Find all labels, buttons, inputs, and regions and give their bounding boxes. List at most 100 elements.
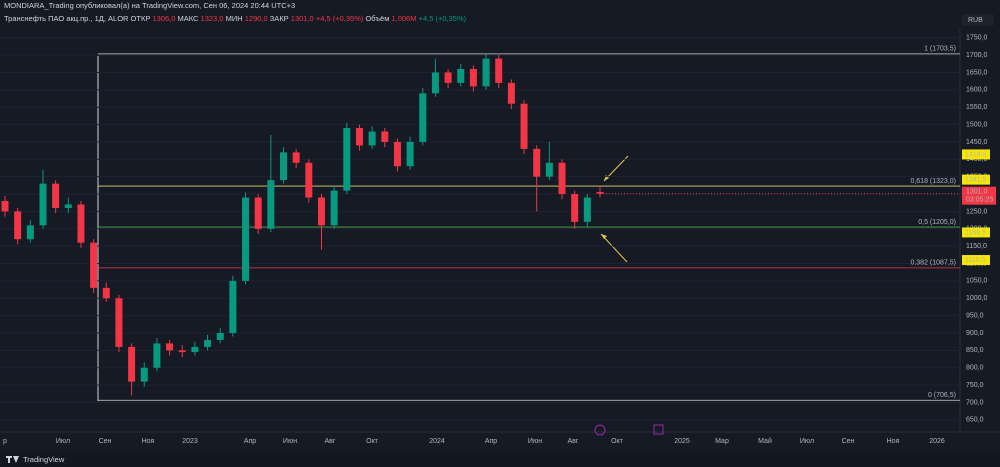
candle-body [558, 162, 566, 195]
footer [0, 452, 1000, 467]
candle-body [153, 343, 161, 368]
candle-body [444, 72, 452, 83]
y-tick-label: 650,0 [966, 417, 984, 424]
volume: 1,006M [391, 14, 416, 23]
candle-body [482, 58, 490, 87]
candle-body [140, 367, 148, 382]
ohlc-value: 1323,0 [201, 14, 224, 23]
x-tick-label: Авг [568, 438, 579, 445]
y-tick-label: 1750,0 [966, 35, 988, 42]
candle-body [406, 141, 414, 167]
candle-body [495, 58, 503, 83]
candle-body [596, 191, 604, 194]
currency: RUB [968, 17, 983, 24]
candle-body [317, 197, 325, 226]
ohlc-value: 1290,0 [245, 14, 268, 23]
earnings-icon[interactable] [653, 424, 664, 435]
x-tick-label: Мар [715, 438, 729, 445]
x-tick-label: Июн [283, 438, 297, 445]
y-tick-label: 900,0 [966, 330, 984, 337]
candle-body [204, 339, 212, 347]
price-mark-label: 1189,5 [965, 229, 986, 236]
price-mark-box [962, 227, 990, 238]
x-tick-label: Сен [99, 438, 112, 445]
candle-body [533, 148, 541, 177]
price-mark-label: 1110,0 [965, 257, 985, 264]
fib-label: 1 (1703,5) [924, 46, 956, 53]
candle-body [507, 82, 515, 104]
brand: TradingView [23, 455, 65, 464]
candle-body [280, 152, 288, 181]
x-tick-label: р [3, 438, 7, 445]
countdown: 03:05:25 [966, 197, 993, 204]
arrow [600, 233, 628, 263]
ohlc-value: 1306,0 [152, 14, 175, 23]
volume-name: Объём [365, 14, 389, 23]
candle-body [26, 225, 34, 240]
price-mark-label: 1341,5 [965, 176, 987, 183]
fib-label: 0 (706,5) [928, 392, 956, 399]
candle-body [393, 141, 401, 167]
x-tick-label: Июн [528, 438, 542, 445]
candle-body [419, 93, 427, 142]
x-tick-label: Окт [611, 438, 624, 445]
candle-body [77, 204, 85, 243]
ohlc-name: ЗАКР [270, 14, 289, 23]
author-line: MONDIARA_Trading опубликовал(а) на Tradi… [4, 1, 295, 10]
candle-body [52, 183, 60, 208]
logo [6, 456, 19, 463]
volume-change: +4,5 (+0,35%) [419, 14, 467, 23]
y-tick-label: 950,0 [966, 312, 984, 319]
ohlc-value: +4,5 (+0,35%) [316, 14, 364, 23]
price-mark-label: 1414,0 [965, 151, 987, 158]
y-tick-label: 750,0 [966, 382, 984, 389]
y-tick-label: 1050,0 [966, 278, 988, 285]
candle-body [64, 204, 72, 208]
candle-body [355, 128, 363, 146]
candle-body [381, 131, 389, 142]
event-icon[interactable] [594, 424, 606, 436]
x-tick-label: Май [758, 437, 772, 445]
y-tick-label: 1650,0 [966, 69, 988, 76]
x-tick-label: 2023 [182, 438, 198, 445]
candle-body [1, 200, 9, 212]
x-tick-label: 2025 [674, 438, 690, 445]
candle-body [39, 183, 47, 226]
symbol: Транснефть ПАО акц.пр., 1Д, ALOR [4, 14, 129, 23]
candle-body [343, 128, 351, 191]
x-tick-label: Авг [325, 438, 336, 445]
y-tick-label: 1400,0 [966, 156, 988, 163]
y-tick-label: 700,0 [966, 399, 984, 406]
ohlc-name: ОТКР [131, 14, 151, 23]
candle-body [90, 242, 98, 288]
candle-body [166, 343, 174, 351]
candle-body [368, 131, 376, 146]
x-tick-label: Ноя [142, 438, 155, 445]
x-tick-label: Окт [366, 438, 379, 445]
candle-body [178, 350, 186, 353]
candle-body [545, 162, 553, 177]
x-tick-label: Ноя [887, 438, 900, 445]
arrow-head [604, 175, 609, 181]
candle-body [128, 346, 136, 382]
currency-box [962, 14, 994, 26]
ohlc-name: МАКС [177, 14, 199, 23]
candle-body [267, 180, 275, 229]
candle-body [242, 197, 250, 281]
candle-body [102, 287, 110, 299]
price-mark-box [962, 149, 990, 160]
y-tick-label: 1250,0 [966, 208, 988, 215]
y-tick-label: 1450,0 [966, 139, 988, 146]
x-tick-label: 2024 [429, 438, 445, 445]
candle-body [254, 197, 262, 229]
candle-body [305, 162, 313, 198]
price-mark-box [962, 255, 990, 266]
x-tick-label: Сен [842, 438, 855, 445]
candle-body [520, 103, 528, 149]
candle-body [292, 152, 300, 163]
last-price-label: 1301,0 [966, 189, 988, 196]
x-tick-label: Апр [485, 438, 497, 445]
candle-body [216, 332, 224, 340]
